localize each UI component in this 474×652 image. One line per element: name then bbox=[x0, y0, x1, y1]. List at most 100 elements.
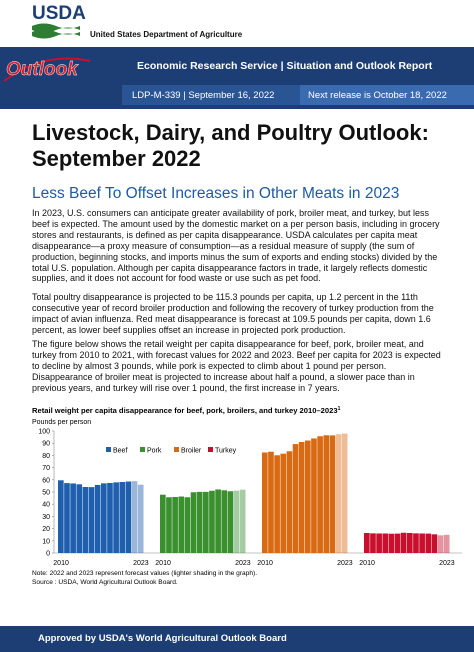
legend-swatch bbox=[140, 447, 145, 452]
report-id: LDP-M-339 bbox=[132, 90, 181, 101]
bar bbox=[221, 490, 228, 553]
bar bbox=[119, 481, 126, 553]
subtitle: Less Beef To Offset Increases in Other M… bbox=[32, 185, 400, 202]
bar bbox=[178, 496, 185, 553]
y-tick-label: 100 bbox=[38, 429, 50, 436]
legend-label: Beef bbox=[113, 448, 127, 455]
chart-title: Retail weight per capita disappearance f… bbox=[32, 406, 341, 415]
bar bbox=[305, 440, 311, 553]
y-axis-label: Pounds per person bbox=[32, 419, 91, 426]
paragraph: In 2023, U.S. consumers can anticipate g… bbox=[32, 208, 440, 284]
footer: Approved by USDA's World Agricultural Ou… bbox=[0, 626, 474, 652]
bar bbox=[376, 533, 382, 553]
x-tick-label: 2023 bbox=[439, 560, 455, 567]
bar bbox=[184, 497, 191, 553]
bar bbox=[70, 483, 76, 553]
paragraph: The figure below shows the retail weight… bbox=[32, 339, 441, 393]
bar bbox=[370, 533, 376, 553]
y-tick-label: 70 bbox=[42, 465, 50, 472]
y-tick-label: 40 bbox=[42, 502, 50, 509]
bar bbox=[311, 438, 317, 553]
chart-note: Note: 2022 and 2023 represent forecast v… bbox=[32, 570, 257, 577]
bar bbox=[239, 489, 246, 553]
separator: | bbox=[181, 90, 189, 101]
bar bbox=[88, 487, 95, 553]
legend-swatch bbox=[174, 447, 179, 452]
bar bbox=[131, 481, 138, 553]
y-tick-label: 90 bbox=[42, 441, 50, 448]
bar bbox=[166, 497, 172, 553]
bar bbox=[209, 490, 215, 553]
chart: Retail weight per capita disappearance f… bbox=[32, 406, 462, 586]
bar bbox=[364, 532, 370, 553]
y-tick-label: 50 bbox=[42, 490, 50, 497]
bar bbox=[286, 451, 293, 553]
x-tick-label: 2010 bbox=[155, 560, 171, 567]
logo-wave bbox=[32, 29, 80, 39]
bar bbox=[64, 483, 70, 553]
bar bbox=[280, 453, 287, 553]
bar bbox=[137, 484, 144, 553]
bar bbox=[394, 533, 401, 553]
bar bbox=[94, 484, 101, 553]
bar bbox=[107, 482, 113, 553]
y-tick-label: 60 bbox=[42, 477, 50, 484]
next-release: Next release is October 18, 2022 bbox=[308, 90, 447, 101]
separator: | bbox=[278, 60, 287, 72]
x-tick-label: 2010 bbox=[359, 560, 375, 567]
bar bbox=[76, 484, 83, 553]
y-tick-label: 30 bbox=[42, 514, 50, 521]
bar bbox=[341, 433, 348, 553]
chart-title-text: Retail weight per capita disappearance f… bbox=[32, 406, 338, 415]
bar bbox=[329, 435, 336, 553]
bar bbox=[425, 533, 432, 553]
bar bbox=[274, 455, 280, 553]
bar bbox=[125, 481, 132, 553]
y-tick-label: 10 bbox=[42, 538, 50, 545]
bar bbox=[227, 491, 234, 553]
paragraph: Total poultry disappearance is projected… bbox=[32, 292, 434, 335]
bar bbox=[413, 533, 419, 553]
bar bbox=[382, 533, 389, 553]
bar bbox=[190, 492, 197, 553]
bar bbox=[388, 533, 395, 553]
bar bbox=[113, 482, 119, 553]
brand-logo: Outlook bbox=[6, 59, 79, 80]
banner-text: Outlook Economic Research Service | Situ… bbox=[3, 57, 447, 101]
usda-logo: USDA bbox=[32, 3, 86, 24]
x-tick-label: 2010 bbox=[257, 560, 273, 567]
chart-source: Source : USDA, World Agricultural Outloo… bbox=[32, 579, 178, 586]
bar bbox=[431, 534, 438, 553]
bar bbox=[215, 489, 221, 553]
release-box bbox=[300, 85, 474, 105]
report-kind: Situation and Outlook Report bbox=[286, 60, 432, 72]
agency-name: United States Department of Agriculture bbox=[90, 30, 243, 39]
title: Livestock, Dairy, and Poultry Outlook: S… bbox=[32, 120, 429, 171]
bar bbox=[317, 436, 323, 553]
y-tick-label: 0 bbox=[46, 551, 50, 558]
bar bbox=[203, 491, 209, 553]
y-tick-label: 20 bbox=[42, 526, 50, 533]
bar bbox=[101, 483, 107, 553]
bar bbox=[292, 444, 299, 553]
legend-swatch bbox=[208, 447, 213, 452]
bar bbox=[262, 452, 268, 553]
brand-swoosh bbox=[3, 57, 91, 82]
legend-label: Broiler bbox=[181, 448, 202, 455]
x-tick-label: 2010 bbox=[53, 560, 69, 567]
service-line: Economic Research Service | Situation an… bbox=[137, 60, 433, 72]
date: September 16, 2022 bbox=[188, 90, 274, 101]
header-logo-area: USDA United States Department of Agricul… bbox=[32, 3, 243, 39]
bar bbox=[298, 441, 305, 553]
legend-label: Pork bbox=[147, 448, 162, 455]
bar bbox=[407, 532, 413, 553]
service: Economic Research Service bbox=[137, 60, 278, 72]
x-tick-label: 2023 bbox=[235, 560, 251, 567]
legend-swatch bbox=[106, 447, 111, 452]
bar bbox=[437, 535, 444, 553]
title-footnote: 1 bbox=[338, 406, 341, 412]
bar bbox=[172, 497, 178, 553]
bar bbox=[58, 480, 64, 553]
bar bbox=[335, 434, 342, 553]
